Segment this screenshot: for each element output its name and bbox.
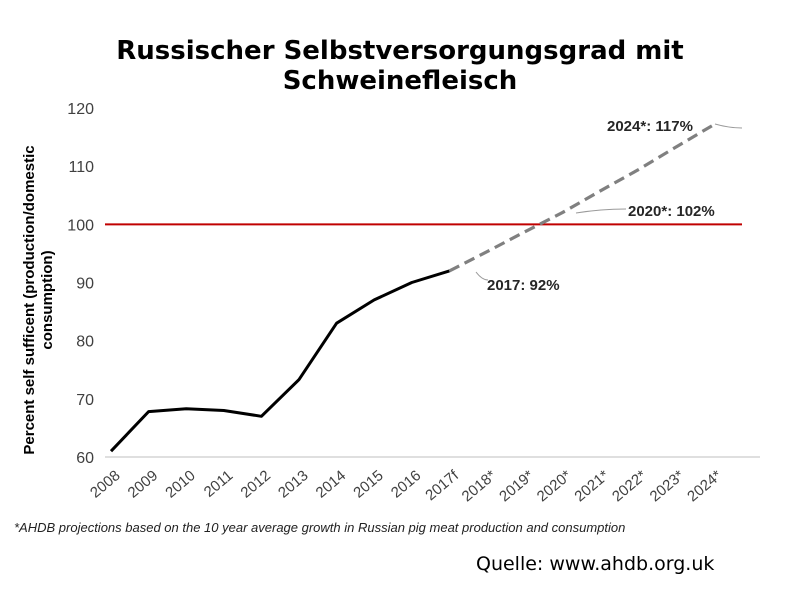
annotation-leader [714,123,743,129]
x-tick-label: 2024* [684,467,725,505]
series-line-actual [109,269,450,453]
x-tick-label: 2017f [422,467,462,505]
y-axis-label-line-2: consumption) [39,250,56,349]
footnote: *AHDB projections based on the 10 year a… [14,520,626,535]
line-chart: Percent self sufficent (production/domes… [21,101,760,506]
x-tick-label: 2011 [201,467,237,501]
source-credit: Quelle: www.ahdb.org.uk [476,553,715,575]
x-tick-label: 2010 [162,467,198,501]
annotations-group: 2017: 92% 2020*: 102% 2024*: 117% [475,118,743,294]
x-tick-label: 2018* [459,467,500,505]
x-tick-label: 2008 [87,467,123,501]
x-axis-ticks: 2008 2009 2010 2011 2012 2013 2014 2015 20162017… [87,467,725,506]
x-tick-label: 2021* [571,467,612,505]
series-group [109,124,714,453]
x-tick-label: 2023* [647,467,688,505]
y-axis-label-line-1: Percent self sufficent (production/domes… [21,145,38,454]
x-tick-label: 2016 [388,467,424,501]
y-tick-label: 100 [67,217,94,234]
y-tick-label: 60 [76,450,94,467]
annotation-label: 2024*: 117% [607,118,693,135]
annotation-leader [575,208,627,214]
y-axis-ticks: 60 70 80 90 100 110 120 [67,101,94,467]
chart-title: Russischer Selbstversorgungsgrad mit Sch… [116,36,684,96]
x-tick-label: 2022* [609,467,650,505]
series-line-projection [448,124,714,273]
x-tick-label: 2014 [313,467,349,501]
y-tick-label: 110 [68,159,94,176]
annotation-leader [475,271,489,281]
y-tick-label: 90 [76,276,94,293]
x-tick-label: 2019* [496,467,537,505]
y-axis-label: Percent self sufficent (production/domes… [21,145,56,454]
y-tick-label: 120 [67,101,94,118]
annotation-label: 2017: 92% [487,277,560,294]
x-tick-label: 2015 [350,467,386,501]
y-tick-label: 70 [76,392,94,409]
x-tick-label: 2009 [125,467,161,501]
x-tick-label: 2020* [534,467,575,505]
y-tick-label: 80 [76,334,94,351]
x-tick-label: 2012 [237,467,273,501]
x-tick-label: 2013 [275,467,311,501]
annotation-label: 2020*: 102% [628,203,715,220]
